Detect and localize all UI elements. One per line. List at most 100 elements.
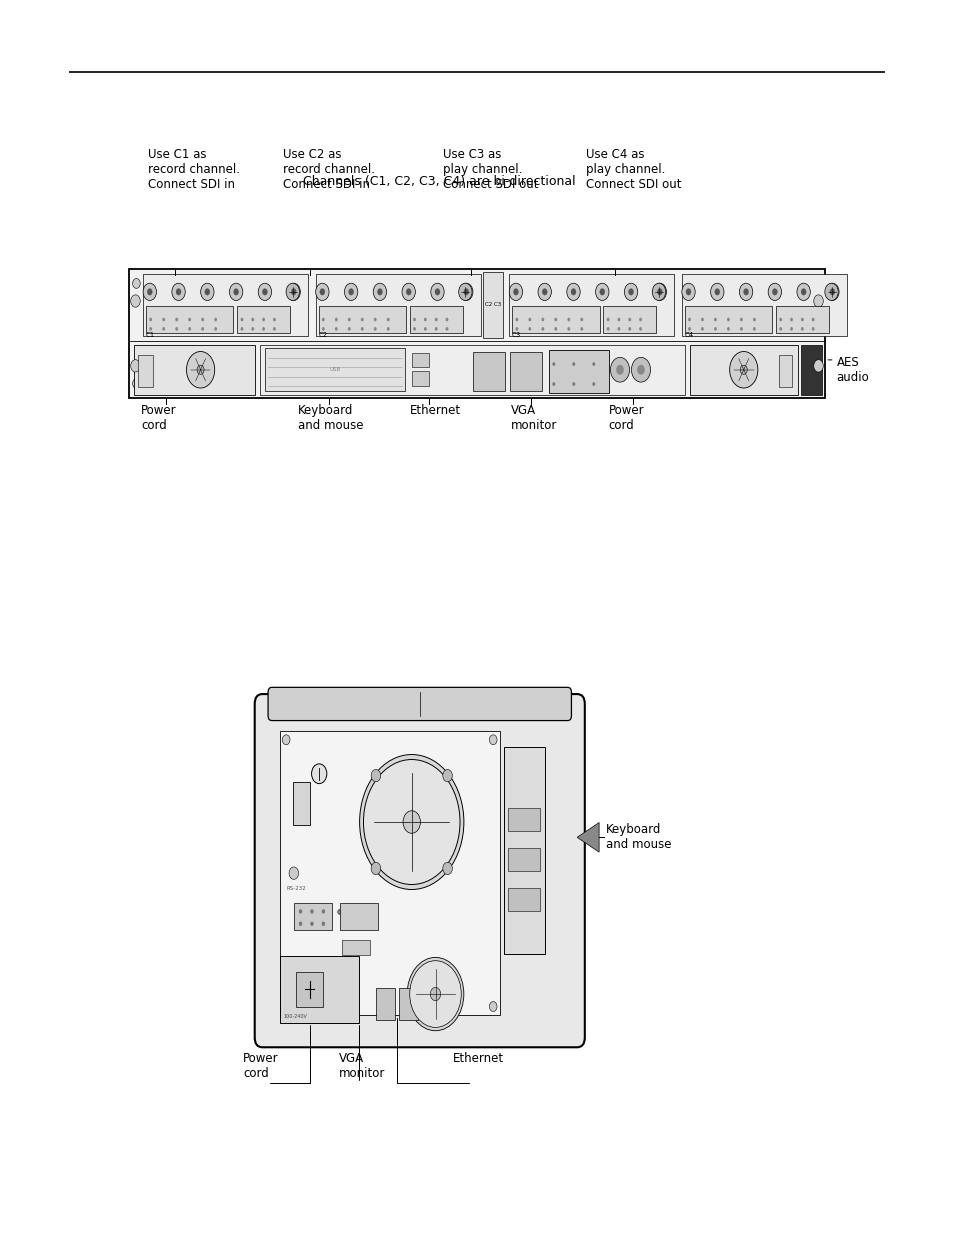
Circle shape bbox=[700, 317, 703, 321]
Circle shape bbox=[201, 327, 204, 331]
Bar bbox=[260, 345, 684, 395]
Circle shape bbox=[515, 317, 517, 321]
Text: VGA
monitor: VGA monitor bbox=[338, 1052, 385, 1081]
FancyBboxPatch shape bbox=[254, 694, 584, 1047]
Text: USB: USB bbox=[329, 367, 340, 372]
Circle shape bbox=[251, 327, 253, 331]
Circle shape bbox=[197, 366, 204, 374]
Circle shape bbox=[386, 327, 389, 331]
Bar bbox=[602, 306, 656, 332]
Circle shape bbox=[360, 317, 363, 321]
Text: Ethernet: Ethernet bbox=[410, 405, 461, 417]
Text: C1: C1 bbox=[146, 331, 155, 337]
Circle shape bbox=[289, 867, 298, 879]
Text: Channels (C1, C2, C3, C4) are bi-directional: Channels (C1, C2, C3, C4) are bi-directi… bbox=[302, 174, 575, 188]
Circle shape bbox=[298, 921, 302, 926]
Circle shape bbox=[528, 317, 531, 321]
Circle shape bbox=[262, 327, 265, 331]
Circle shape bbox=[423, 327, 426, 331]
Bar bbox=[279, 956, 358, 1023]
Circle shape bbox=[435, 289, 439, 295]
Bar bbox=[341, 940, 370, 955]
Circle shape bbox=[348, 317, 351, 321]
Bar bbox=[133, 345, 255, 395]
Bar bbox=[508, 848, 539, 871]
Circle shape bbox=[824, 283, 838, 300]
Circle shape bbox=[714, 289, 720, 295]
Circle shape bbox=[729, 352, 757, 388]
Circle shape bbox=[628, 289, 633, 295]
Circle shape bbox=[291, 289, 295, 295]
Bar bbox=[508, 809, 539, 831]
Bar bbox=[146, 306, 233, 332]
Circle shape bbox=[579, 327, 582, 331]
Circle shape bbox=[570, 289, 576, 295]
Circle shape bbox=[282, 1002, 290, 1011]
Circle shape bbox=[628, 327, 631, 331]
Text: Power
cord: Power cord bbox=[141, 405, 176, 432]
Circle shape bbox=[371, 769, 380, 782]
Text: C4: C4 bbox=[684, 331, 693, 337]
Circle shape bbox=[567, 327, 570, 331]
Circle shape bbox=[344, 909, 348, 914]
Circle shape bbox=[572, 362, 575, 366]
FancyBboxPatch shape bbox=[268, 688, 571, 720]
Polygon shape bbox=[577, 823, 598, 852]
Circle shape bbox=[360, 327, 363, 331]
Bar bbox=[339, 903, 377, 930]
Bar bbox=[775, 306, 828, 332]
Circle shape bbox=[617, 317, 619, 321]
Circle shape bbox=[430, 988, 440, 1000]
Circle shape bbox=[713, 327, 716, 331]
Circle shape bbox=[298, 909, 302, 914]
Bar bbox=[503, 747, 544, 953]
Circle shape bbox=[445, 327, 448, 331]
Circle shape bbox=[348, 327, 351, 331]
Circle shape bbox=[175, 327, 178, 331]
Circle shape bbox=[386, 317, 389, 321]
Circle shape bbox=[240, 317, 243, 321]
Circle shape bbox=[351, 909, 355, 914]
Bar bbox=[472, 352, 504, 391]
Circle shape bbox=[186, 352, 214, 388]
Circle shape bbox=[713, 317, 716, 321]
Circle shape bbox=[287, 283, 300, 300]
Circle shape bbox=[188, 317, 191, 321]
Circle shape bbox=[143, 283, 156, 300]
Bar bbox=[279, 731, 499, 1015]
Circle shape bbox=[319, 289, 325, 295]
Circle shape bbox=[463, 289, 468, 295]
Circle shape bbox=[214, 317, 217, 321]
Bar bbox=[512, 306, 598, 332]
Circle shape bbox=[740, 317, 742, 321]
Circle shape bbox=[685, 289, 690, 295]
Circle shape bbox=[348, 289, 354, 295]
Text: Use C2 as
record channel.
Connect SDI in: Use C2 as record channel. Connect SDI in bbox=[283, 148, 375, 191]
Circle shape bbox=[637, 364, 644, 374]
Circle shape bbox=[321, 909, 325, 914]
Circle shape bbox=[639, 327, 641, 331]
Circle shape bbox=[445, 317, 448, 321]
Bar bbox=[483, 273, 502, 337]
Circle shape bbox=[811, 317, 814, 321]
Circle shape bbox=[149, 327, 152, 331]
Text: C3: C3 bbox=[512, 331, 521, 337]
Circle shape bbox=[321, 327, 324, 331]
Text: Keyboard
and mouse: Keyboard and mouse bbox=[605, 824, 671, 851]
Circle shape bbox=[801, 317, 803, 321]
Circle shape bbox=[567, 317, 570, 321]
Circle shape bbox=[789, 327, 792, 331]
Text: Power
cord: Power cord bbox=[608, 405, 643, 432]
Circle shape bbox=[779, 317, 781, 321]
Text: 100-240V: 100-240V bbox=[283, 1014, 307, 1019]
Circle shape bbox=[312, 763, 327, 784]
Circle shape bbox=[176, 289, 181, 295]
Bar bbox=[778, 356, 791, 387]
Circle shape bbox=[310, 909, 314, 914]
Circle shape bbox=[541, 289, 547, 295]
Circle shape bbox=[653, 283, 666, 300]
Bar bbox=[129, 269, 824, 398]
Circle shape bbox=[825, 283, 839, 300]
Circle shape bbox=[172, 283, 185, 300]
Bar bbox=[410, 306, 462, 332]
